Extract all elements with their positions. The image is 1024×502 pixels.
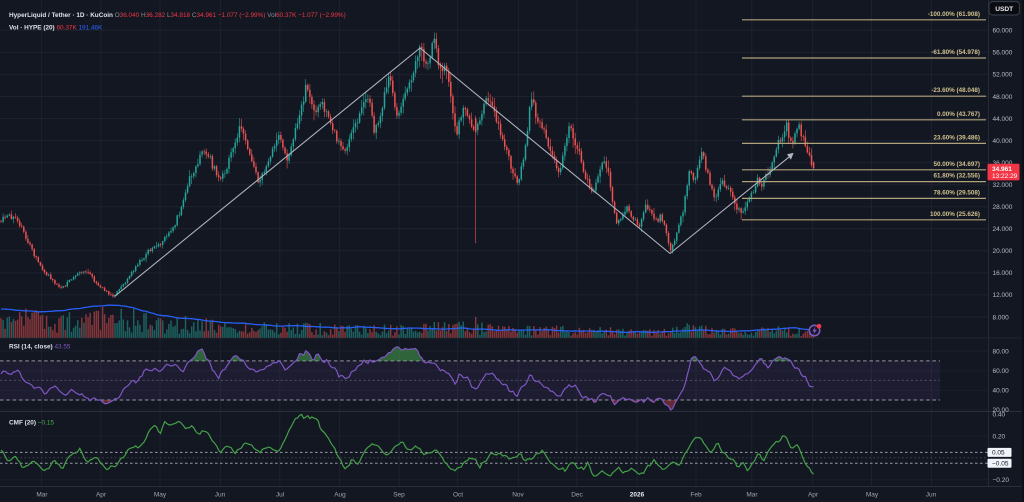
svg-text:-100.00% (61.908): -100.00% (61.908) [928, 11, 980, 18]
svg-text:20.000: 20.000 [993, 248, 1013, 255]
svg-text:0.40: 0.40 [993, 412, 1006, 419]
svg-text:Apr: Apr [96, 492, 107, 499]
svg-text:28.000: 28.000 [993, 204, 1013, 211]
svg-text:60.000: 60.000 [993, 28, 1013, 35]
svg-text:−0.05: −0.05 [992, 461, 1009, 468]
svg-text:60.00: 60.00 [993, 368, 1010, 375]
svg-text:78.60% (29.508): 78.60% (29.508) [933, 189, 980, 196]
svg-text:52.000: 52.000 [993, 72, 1013, 79]
svg-text:50.00% (34.697): 50.00% (34.697) [933, 161, 980, 168]
svg-text:HyperLiquid / Tether · 1D · Ku: HyperLiquid / Tether · 1D · KuCoin O36.0… [9, 12, 346, 19]
svg-text:Nov: Nov [512, 492, 524, 499]
svg-text:RSI (14, close) 43.55: RSI (14, close) 43.55 [9, 344, 71, 351]
svg-text:Vol · HYPE (20) 60.37K 191.46K: Vol · HYPE (20) 60.37K 191.46K [9, 24, 103, 31]
svg-text:Jun: Jun [215, 492, 226, 499]
svg-text:Oct: Oct [453, 492, 463, 499]
svg-text:-23.60% (48.048): -23.60% (48.048) [931, 87, 980, 94]
svg-text:36.000: 36.000 [993, 160, 1013, 167]
svg-text:32.000: 32.000 [993, 182, 1013, 189]
svg-text:24.000: 24.000 [993, 226, 1013, 233]
svg-text:20.00: 20.00 [993, 407, 1010, 414]
svg-text:16.000: 16.000 [993, 270, 1013, 277]
svg-text:Jun: Jun [926, 492, 937, 499]
svg-text:0.05: 0.05 [992, 450, 1005, 457]
svg-text:0.20: 0.20 [993, 433, 1006, 440]
svg-text:80.00: 80.00 [993, 348, 1010, 355]
svg-text:−0.20: −0.20 [993, 477, 1010, 484]
svg-text:Aug: Aug [334, 492, 346, 499]
svg-text:23.60% (39.486): 23.60% (39.486) [933, 134, 980, 141]
svg-text:44.000: 44.000 [993, 116, 1013, 123]
svg-text:40.00: 40.00 [993, 388, 1010, 395]
svg-text:0.00% (43.767): 0.00% (43.767) [937, 111, 980, 118]
svg-text:34.961: 34.961 [992, 166, 1012, 173]
svg-text:Dec: Dec [571, 492, 583, 499]
svg-text:8.000: 8.000 [993, 314, 1010, 321]
svg-text:USDT: USDT [995, 6, 1013, 13]
svg-text:CMF (20) −0.15: CMF (20) −0.15 [9, 420, 54, 427]
svg-text:56.000: 56.000 [993, 50, 1013, 57]
svg-text:-61.80% (54.978): -61.80% (54.978) [931, 49, 980, 56]
svg-text:100.00% (25.626): 100.00% (25.626) [930, 211, 980, 218]
svg-text:Sep: Sep [393, 492, 405, 499]
svg-text:Jul: Jul [276, 492, 285, 499]
svg-text:Feb: Feb [690, 492, 702, 499]
svg-text:May: May [866, 492, 879, 499]
svg-text:40.000: 40.000 [993, 138, 1013, 145]
svg-text:2026: 2026 [630, 492, 645, 499]
svg-text:Mar: Mar [746, 492, 758, 499]
svg-text:48.000: 48.000 [993, 94, 1013, 101]
svg-text:12.000: 12.000 [993, 292, 1013, 299]
svg-text:Apr: Apr [808, 492, 819, 499]
svg-text:Mar: Mar [36, 492, 48, 499]
svg-text:61.80% (32.556): 61.80% (32.556) [933, 173, 980, 180]
svg-text:May: May [154, 492, 167, 499]
svg-text:13:22:29: 13:22:29 [992, 173, 1018, 180]
